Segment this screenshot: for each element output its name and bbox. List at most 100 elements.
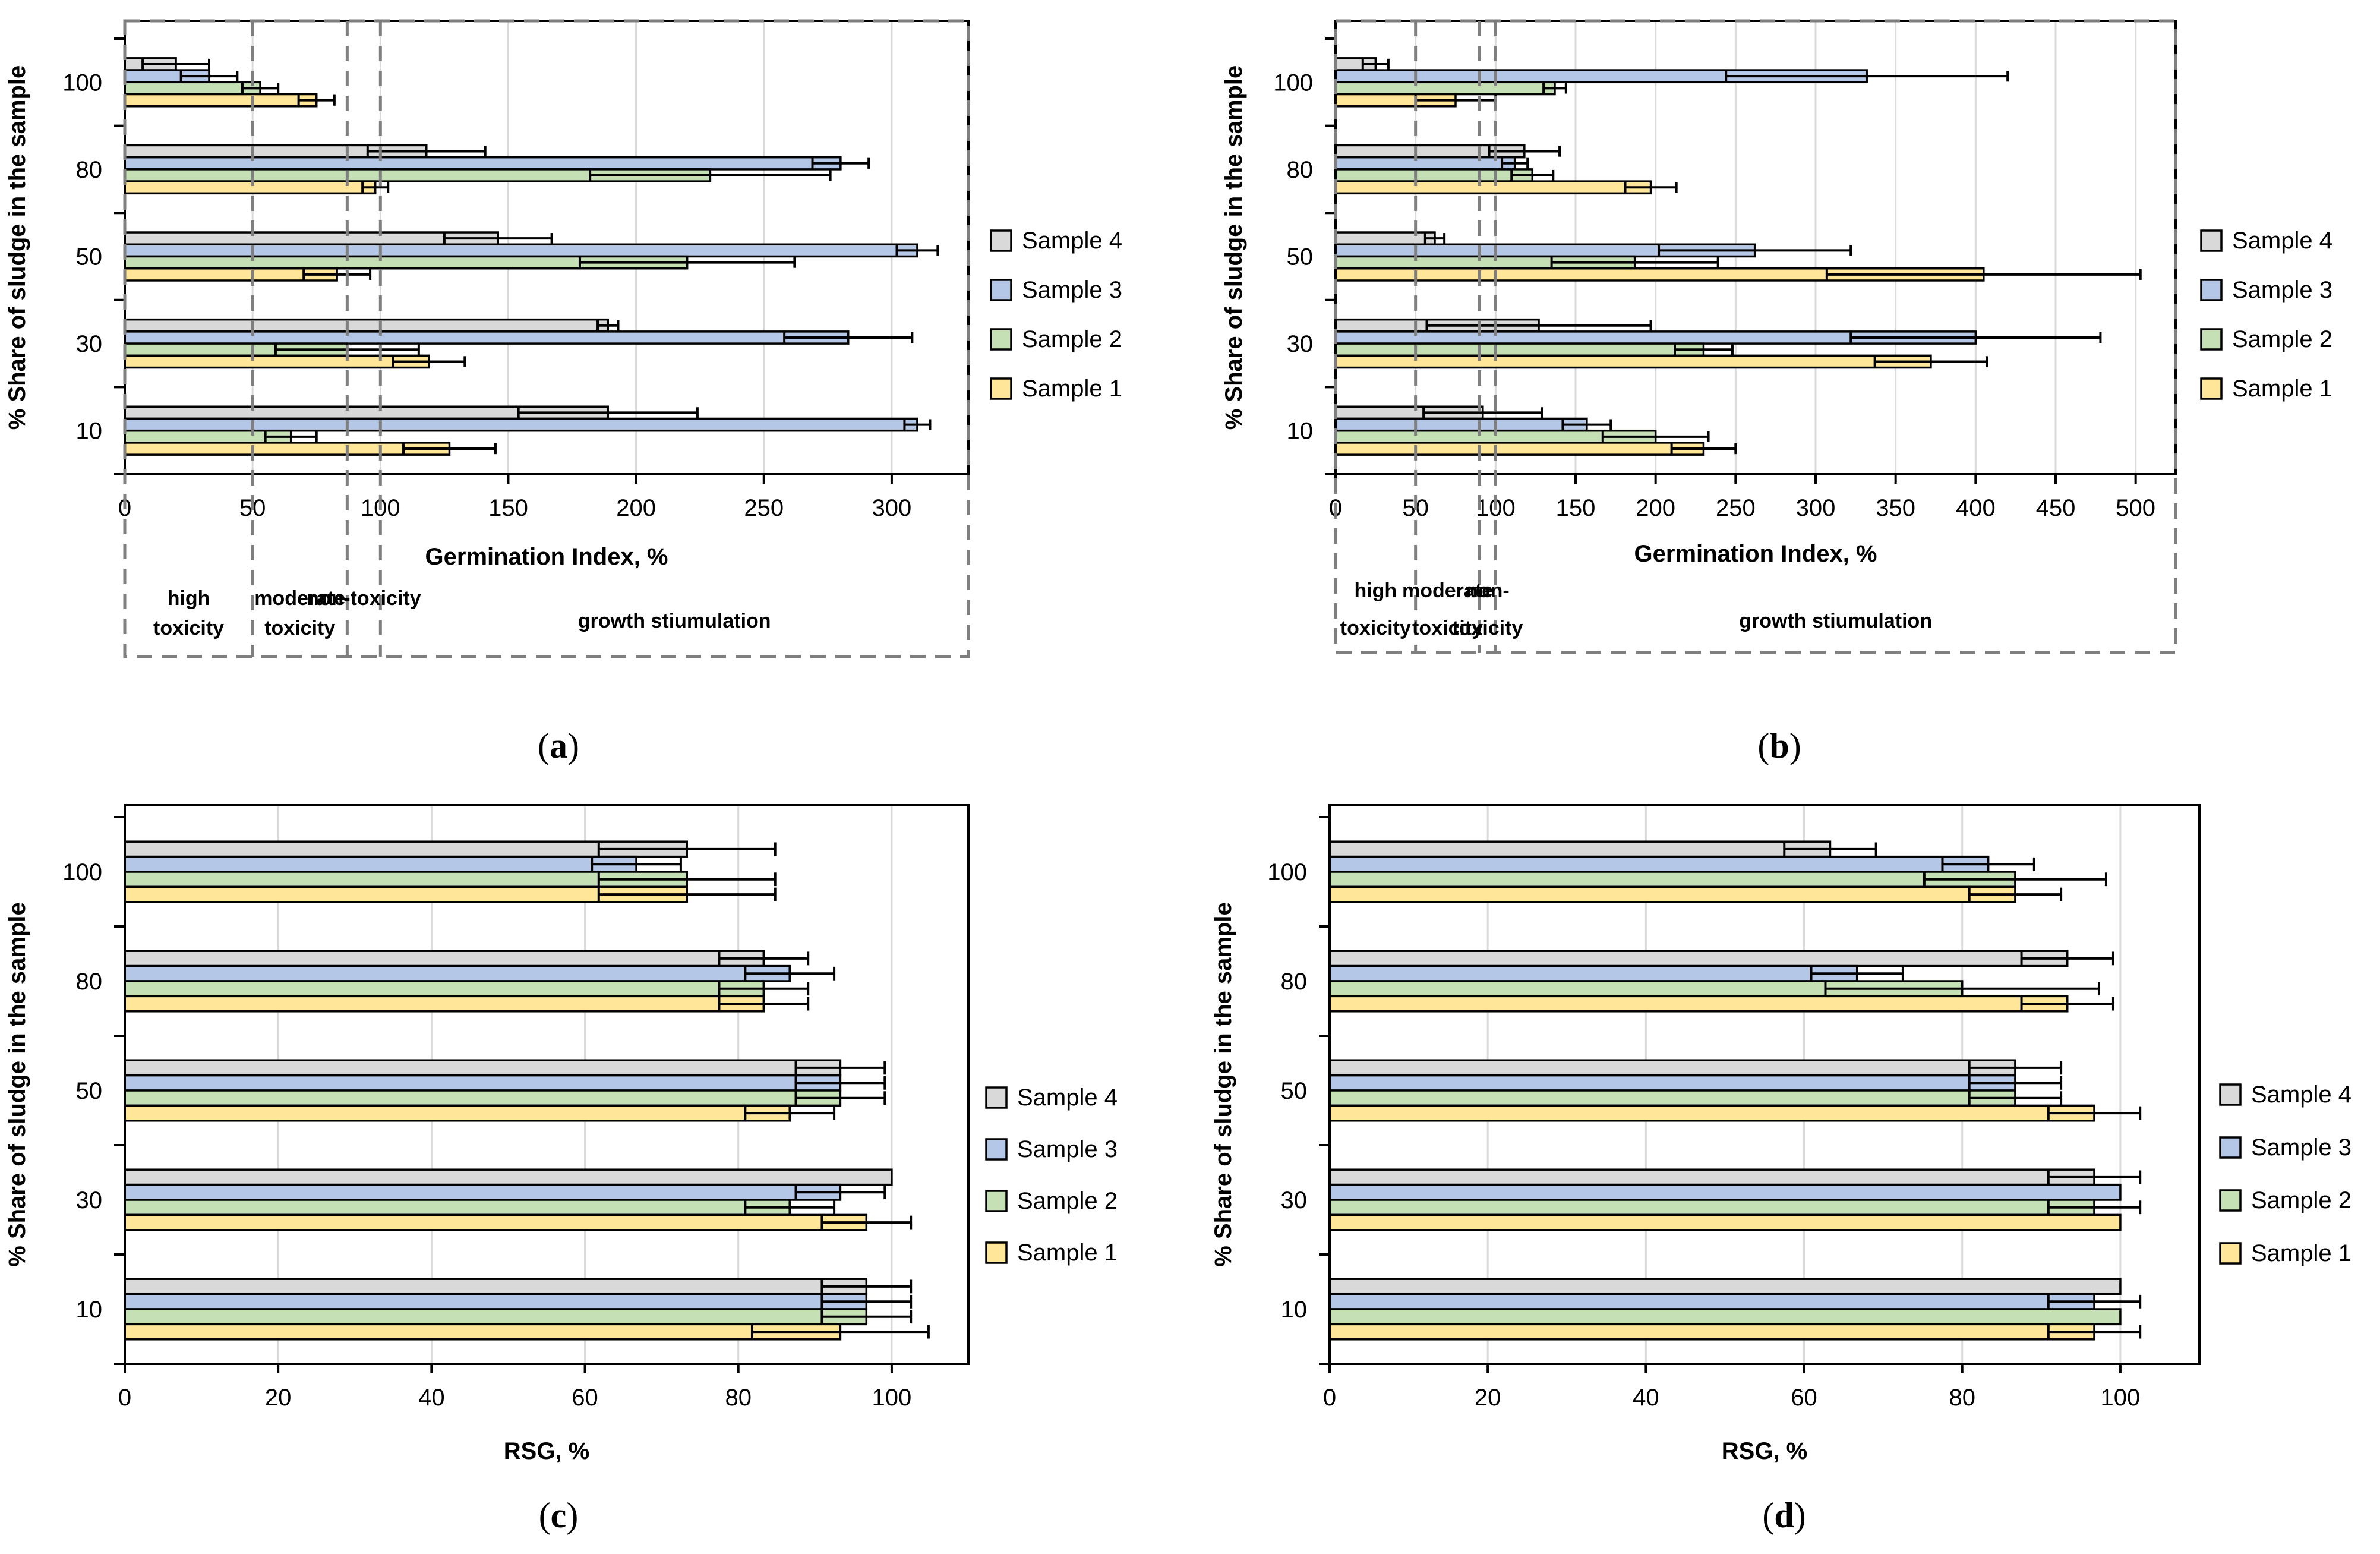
legend-label-sample-4: Sample 4 [1022, 228, 1122, 254]
bar-sample-4-30 [124, 1168, 893, 1186]
bar-sample-4-80 [124, 950, 765, 967]
x-tick-label-60: 60 [1791, 1385, 1817, 1411]
bar-sample-1-10 [1334, 442, 1705, 456]
y-axis-title: % Share of sludge in the sample [1221, 65, 1247, 430]
paren: ( [539, 1496, 551, 1535]
bar-sample-2-80 [124, 980, 765, 998]
legend-swatch-sample-3 [990, 279, 1012, 301]
bar-sample-3-10 [1334, 417, 1588, 432]
bar-sample-1-10 [124, 442, 451, 456]
legend-label-sample-1: Sample 1 [2232, 376, 2332, 402]
bar-sample-1-30 [124, 354, 430, 369]
zone-label-line: toxicity [1340, 617, 1411, 639]
zone-label-line: non-toxicity [307, 587, 421, 610]
legend-label-sample-3: Sample 3 [2251, 1134, 2351, 1161]
paren: ( [1762, 1496, 1774, 1535]
panel-letter: c [551, 1496, 567, 1535]
legend-label-sample-2: Sample 2 [2232, 326, 2332, 352]
zone-label-line: high [1354, 579, 1397, 602]
y-tick-label-50: 50 [1281, 1078, 1308, 1104]
paren: ) [567, 726, 579, 765]
y-tick-label-100: 100 [1273, 70, 1313, 96]
bar-sample-3-80 [124, 964, 791, 982]
bar-sample-1-50 [1328, 1104, 2095, 1122]
panel-label-b: (b) [1757, 726, 1801, 765]
bar-sample-3-10 [124, 417, 918, 432]
y-tick-label-50: 50 [76, 244, 103, 270]
bar-sample-3-30 [124, 330, 850, 345]
bar-sample-3-80 [124, 156, 842, 171]
legend-label-sample-3: Sample 3 [2232, 277, 2332, 303]
legend-swatch-sample-2 [990, 328, 1012, 351]
x-tick-label-80: 80 [1949, 1385, 1975, 1411]
legend-label-sample-3: Sample 3 [1017, 1136, 1118, 1162]
zone-frame [123, 19, 970, 658]
legend-label-sample-4: Sample 4 [2232, 228, 2332, 254]
x-tick-label-150: 150 [488, 495, 528, 521]
bar-sample-1-50 [124, 1104, 791, 1122]
y-tick-label-100: 100 [62, 70, 102, 96]
paren: ( [538, 726, 550, 765]
legend-label-sample-2: Sample 2 [1022, 326, 1122, 352]
bar-sample-4-10 [1328, 1278, 2122, 1295]
bar-sample-1-80 [1328, 995, 2069, 1013]
bar-sample-4-50 [1328, 1059, 2016, 1077]
legend-swatch-sample-2 [985, 1190, 1008, 1212]
y-tick-label-30: 30 [1287, 331, 1314, 357]
x-tick-label-300: 300 [872, 495, 912, 521]
bar-sample-2-10 [1328, 1308, 2122, 1326]
x-tick-label-200: 200 [616, 495, 656, 521]
bar-sample-3-30 [1328, 1183, 2122, 1201]
legend-swatch-sample-2 [2219, 1189, 2242, 1212]
bar-sample-2-30 [1328, 1199, 2095, 1216]
zone-label-1: moderate toxicity [254, 587, 345, 639]
zone-label-2: non-toxicity [307, 587, 421, 610]
zone-label-1: moderate toxicity [1402, 579, 1493, 639]
bar-sample-1-10 [1328, 1323, 2095, 1341]
x-tick-label-250: 250 [1716, 495, 1756, 521]
bar-sample-3-80 [1328, 964, 1858, 982]
zone-frame [1334, 19, 2177, 654]
paren: ) [1794, 1496, 1806, 1535]
bar-sample-1-100 [1328, 885, 2016, 903]
y-tick-label-10: 10 [76, 1297, 103, 1323]
x-tick-label-40: 40 [418, 1385, 445, 1411]
y-tick-label-80: 80 [1281, 969, 1308, 995]
legend-swatch-sample-4 [2219, 1083, 2242, 1106]
paren: ) [1789, 726, 1801, 765]
y-tick-label-100: 100 [1267, 859, 1307, 885]
plot-frame [1328, 804, 2201, 1365]
panel-letter: d [1774, 1496, 1794, 1535]
zone-label-growth: growth stiumulation [578, 610, 771, 632]
bar-sample-1-80 [1334, 180, 1652, 195]
y-tick-label-30: 30 [1281, 1187, 1308, 1213]
y-tick-label-30: 30 [76, 1187, 103, 1213]
bar-sample-4-50 [124, 231, 499, 246]
zone-label-0: high toxicity [153, 587, 224, 639]
bar-sample-1-30 [1334, 354, 1932, 369]
bar-sample-2-50 [1328, 1089, 2016, 1107]
x-tick-label-250: 250 [744, 495, 784, 521]
legend-label-sample-1: Sample 1 [1022, 376, 1122, 402]
legend-label-sample-2: Sample 2 [2251, 1187, 2351, 1213]
y-tick-label-10: 10 [1287, 418, 1314, 445]
x-tick-label-400: 400 [1956, 495, 1996, 521]
bar-sample-3-50 [124, 1074, 842, 1092]
y-tick-label-50: 50 [1287, 244, 1314, 270]
legend-label-sample-4: Sample 4 [1017, 1085, 1118, 1111]
legend-swatch-sample-2 [2200, 328, 2223, 351]
y-tick-label-50: 50 [76, 1078, 103, 1104]
bar-sample-3-80 [1334, 156, 1516, 171]
zone-label-line: moderate [254, 587, 345, 610]
bar-sample-1-10 [124, 1323, 842, 1341]
bar-sample-2-80 [1334, 168, 1534, 182]
bar-sample-2-50 [124, 1089, 842, 1107]
zone-label-line: toxicity [1412, 617, 1483, 639]
bar-sample-4-10 [124, 1278, 868, 1295]
panel-d: 10 30 50 80 100 0 20 40 60 80 100 RSG, % % Share of … [1210, 804, 2351, 1535]
x-tick-label-100: 100 [872, 1385, 912, 1411]
legend-swatch-sample-1 [2219, 1242, 2242, 1265]
y-tick-label-10: 10 [76, 418, 103, 445]
y-tick-label-80: 80 [1287, 157, 1314, 183]
